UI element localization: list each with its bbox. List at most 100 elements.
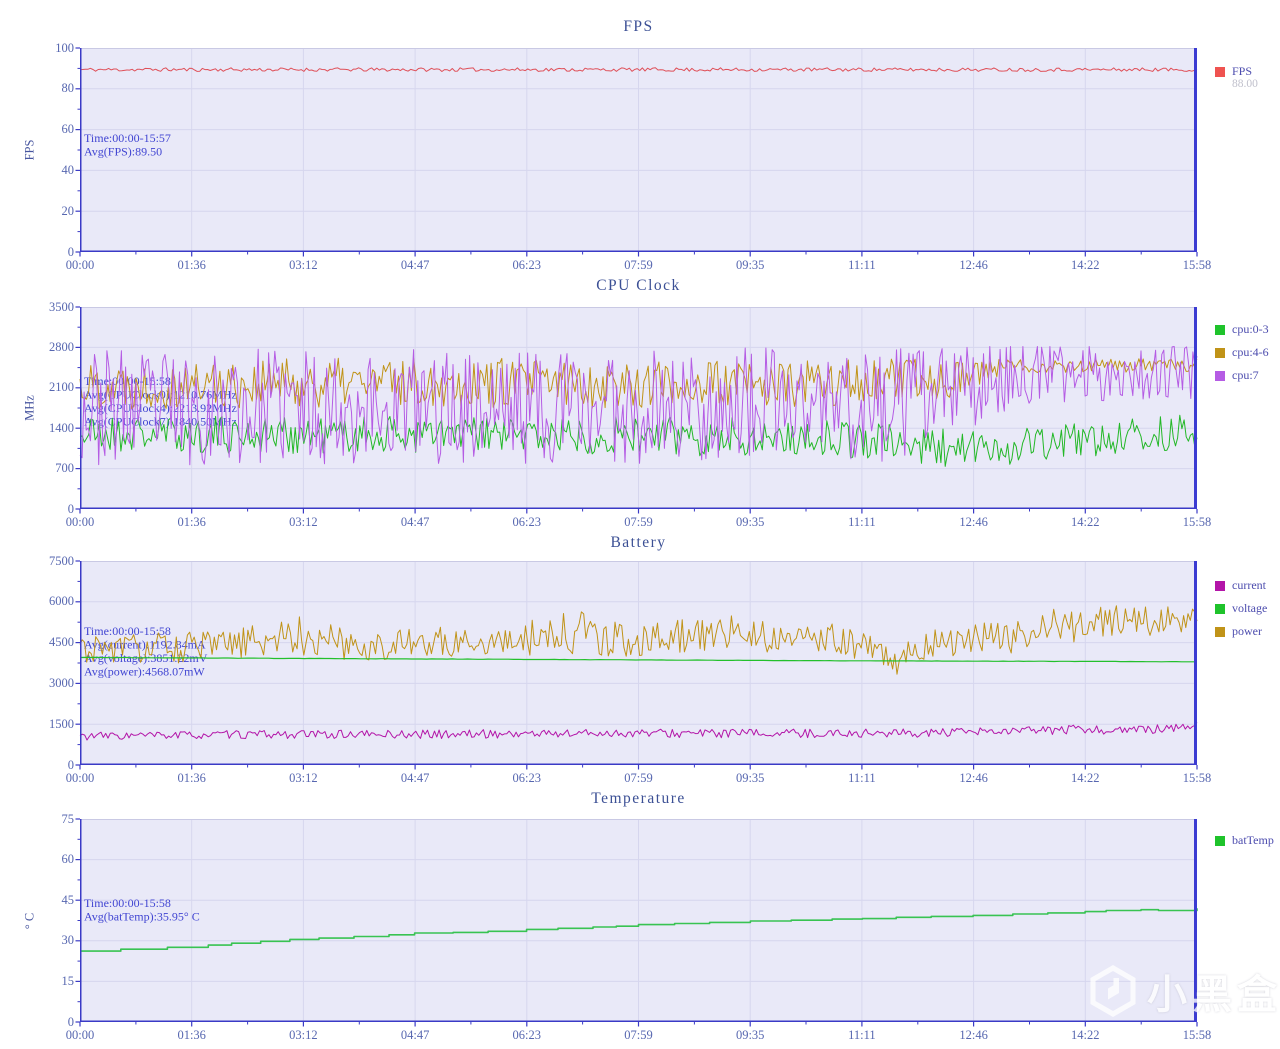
legend-swatch-icon: [1215, 347, 1225, 358]
x-tick-label: 12:46: [959, 771, 988, 785]
x-tick-label: 07:59: [624, 1028, 653, 1042]
x-tick-label: 04:47: [400, 771, 430, 785]
legend-label: cpu:0-3: [1232, 322, 1269, 336]
y-tick-label: 700: [55, 461, 74, 476]
y-axis-label: FPS: [22, 139, 37, 161]
legend-item: FPS: [1215, 60, 1258, 83]
x-tick-label: 01:36: [177, 771, 206, 785]
plot-svg: Time:00:00-15:58 Avg(batTemp):35.95° C: [75, 818, 1198, 1027]
x-tick-label: 14:22: [1071, 515, 1100, 529]
y-tick-label: 6000: [49, 594, 74, 609]
series-line-power: [79, 605, 1198, 675]
x-tick-label: 00:00: [65, 771, 95, 785]
y-tick-label: 80: [61, 81, 75, 96]
series-line-current: [79, 722, 1198, 741]
chart-title: CPU Clock: [596, 277, 681, 294]
legend-swatch-icon: [1215, 835, 1225, 846]
legend-label: FPS: [1232, 64, 1253, 78]
series-line-FPS: [79, 67, 1198, 72]
y-axis-label: ° C: [22, 912, 37, 929]
legend-item: voltage: [1215, 597, 1267, 620]
y-tick-label: 1500: [49, 716, 74, 731]
y-tick-label: 60: [61, 122, 75, 137]
y-tick-label: 2100: [49, 380, 74, 395]
x-tick-label: 11:11: [848, 258, 876, 272]
x-tick-label: 01:36: [177, 515, 206, 529]
y-tick-label: 0: [67, 244, 74, 259]
x-tick-label: 14:22: [1071, 771, 1100, 785]
y-tick-label: 2800: [49, 339, 74, 354]
y-tick-label: 60: [61, 852, 75, 867]
x-tick-label: 12:46: [959, 258, 988, 272]
x-tick-label: 03:12: [289, 515, 318, 529]
y-tick-label: 30: [61, 933, 75, 948]
chart-title: Battery: [610, 534, 667, 551]
y-tick-label: 3500: [49, 299, 74, 314]
x-tick-label: 11:11: [848, 771, 876, 785]
legend-item: cpu:4-6: [1215, 341, 1269, 364]
x-tick-label: 07:59: [624, 771, 653, 785]
legend-item: current: [1215, 574, 1267, 597]
legend-label: cpu:7: [1232, 368, 1259, 382]
watermark: 小黑盒: [1088, 962, 1280, 1020]
chart-annotation: Time:00:00-15:58 Avg(batTemp):35.95° C: [84, 896, 200, 924]
legend-swatch-icon: [1215, 66, 1225, 77]
x-tick-label: 03:12: [289, 1028, 318, 1042]
x-tick-label: 09:35: [735, 515, 765, 529]
x-tick-label: 12:46: [959, 1028, 988, 1042]
legend-label: voltage: [1232, 601, 1268, 615]
plot-svg: Time:00:00-15:57 Avg(FPS):89.50: [75, 47, 1198, 257]
y-tick-label: 75: [61, 811, 75, 826]
y-tick-label: 20: [61, 203, 75, 218]
x-tick-label: 04:47: [400, 1028, 430, 1042]
y-tick-label: 7500: [49, 553, 74, 568]
x-tick-label: 15:58: [1182, 258, 1212, 272]
plot-svg: Time:00:00-15:58 Avg(CPUClock0):1210.76MH…: [75, 306, 1198, 514]
chart-annotation: Time:00:00-15:57 Avg(FPS):89.50: [84, 131, 171, 159]
x-tick-label: 04:47: [400, 515, 430, 529]
x-tick-label: 11:11: [848, 1028, 876, 1042]
y-tick-label: 100: [55, 40, 74, 55]
legend-item: power: [1215, 620, 1267, 643]
legend-label: current: [1232, 578, 1266, 592]
x-tick-label: 12:46: [959, 515, 988, 529]
legend-swatch-icon: [1215, 603, 1225, 614]
x-tick-label: 14:22: [1071, 258, 1100, 272]
x-tick-label: 00:00: [65, 258, 95, 272]
y-tick-label: 1400: [49, 420, 74, 435]
y-tick-label: 40: [61, 162, 75, 177]
series-line-cpu-7: [79, 346, 1198, 466]
x-tick-label: 06:23: [512, 1028, 542, 1042]
legend-item: batTemp: [1215, 829, 1274, 852]
legend-swatch-icon: [1215, 580, 1225, 591]
legend-swatch-icon: [1215, 626, 1225, 637]
x-tick-label: 09:35: [735, 258, 765, 272]
x-tick-label: 00:00: [65, 1028, 95, 1042]
x-tick-label: 11:11: [848, 515, 876, 529]
x-tick-label: 15:58: [1182, 1028, 1212, 1042]
legend: FPS 88.00: [1215, 60, 1258, 92]
x-tick-label: 09:35: [735, 771, 765, 785]
x-tick-label: 01:36: [177, 1028, 206, 1042]
y-tick-label: 0: [67, 1014, 74, 1029]
x-tick-label: 03:12: [289, 771, 318, 785]
x-tick-label: 07:59: [624, 258, 653, 272]
legend: batTemp: [1215, 829, 1274, 852]
watermark-text: 小黑盒: [1147, 972, 1280, 1018]
legend-label: batTemp: [1232, 833, 1274, 847]
x-tick-label: 06:23: [512, 515, 542, 529]
x-tick-label: 15:58: [1182, 515, 1212, 529]
x-tick-label: 01:36: [177, 258, 206, 272]
legend-swatch-icon: [1215, 324, 1225, 335]
x-tick-label: 15:58: [1182, 771, 1212, 785]
x-tick-label: 07:59: [624, 515, 653, 529]
legend-item: cpu:0-3: [1215, 318, 1269, 341]
x-tick-label: 14:22: [1071, 1028, 1100, 1042]
heybox-logo-icon: [1090, 965, 1136, 1017]
plot-svg: Time:00:00-15:58 Avg(current):1192.84mA Av…: [75, 560, 1198, 770]
y-axis-label: MHz: [22, 395, 37, 421]
x-tick-label: 03:12: [289, 258, 318, 272]
x-tick-label: 09:35: [735, 1028, 765, 1042]
legend-current-value: 88.00: [1232, 78, 1258, 90]
y-tick-label: 45: [61, 892, 75, 907]
